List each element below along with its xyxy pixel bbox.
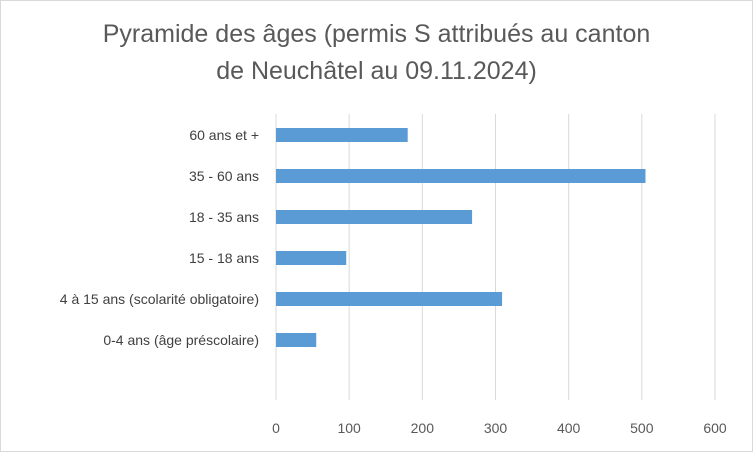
category-label-5: 0-4 ans (âge préscolaire) [103,332,259,348]
category-label-3: 15 - 18 ans [189,250,259,266]
category-label-1: 35 - 60 ans [189,168,259,184]
chart-title-line-2: de Neuchâtel au 09.11.2024) [216,57,537,85]
category-label-2: 18 - 35 ans [189,209,259,225]
bar-4 [276,292,503,306]
x-tick-labels: 0 100 200 300 400 500 600 [272,420,727,436]
x-tick-label-100: 100 [337,420,361,436]
category-labels: 60 ans et + 35 - 60 ans 18 - 35 ans 15 - 18… [60,127,259,348]
gridlines [275,114,716,400]
category-label-4: 4 à 15 ans (scolarité obligatoire) [60,291,259,307]
x-tick-label-600: 600 [703,420,727,436]
bar-3 [276,251,347,265]
x-tick-label-400: 400 [557,420,581,436]
x-tick-label-0: 0 [272,420,280,436]
chart-title: Pyramide des âges (permis S attribués au… [0,16,753,90]
bar-2 [276,210,473,224]
bar-5 [276,333,317,347]
x-tick-label-300: 300 [484,420,508,436]
bar-1 [276,169,646,183]
chart-title-line-1: Pyramide des âges (permis S attribués au… [102,20,651,48]
bars [276,128,646,347]
x-tick-label-500: 500 [630,420,654,436]
category-label-0: 60 ans et + [189,127,259,143]
x-tick-label-200: 200 [411,420,435,436]
bar-0 [276,128,408,142]
